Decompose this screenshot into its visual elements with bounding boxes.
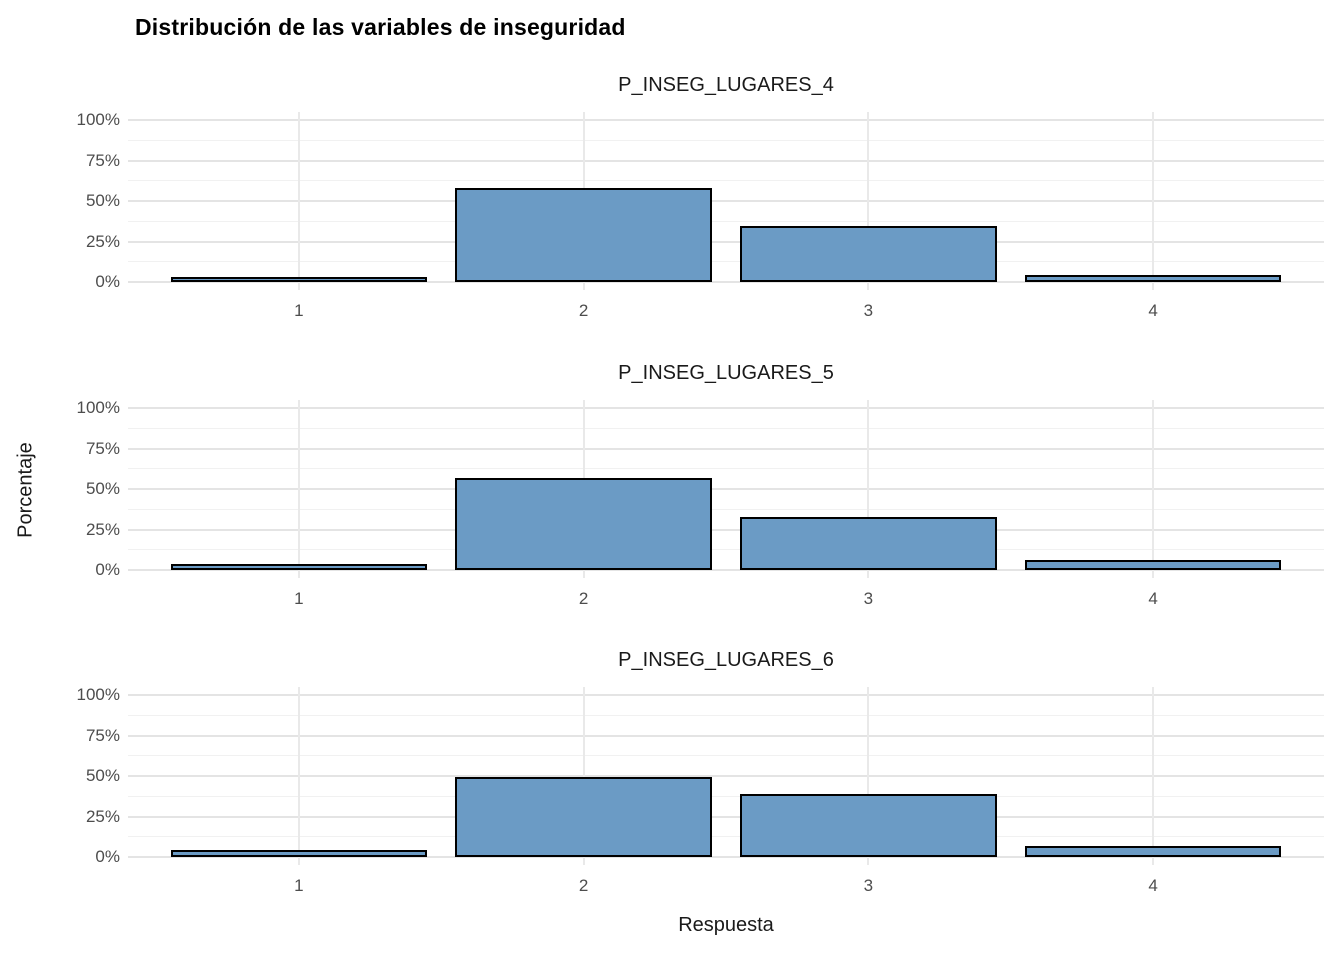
gridline-major [128,159,1324,162]
gridline-major [128,447,1324,450]
x-axis-title: Respuesta [678,914,774,936]
gridline-major [128,240,1324,243]
x-tick-label: 4 [1148,301,1158,320]
bar-category-3 [740,793,997,857]
y-tick-label: 75% [85,725,120,745]
y-tick-label: 50% [85,191,120,210]
gridline-major [128,569,1324,571]
gridline-vertical [297,400,300,578]
facet-p-inseg-lugares-6: P_INSEG_LUGARES_6 0% 25% 50% 75% 100% 1 2 3 4 [0,649,1344,911]
x-tick-label: 1 [294,589,304,608]
gridline-vertical [867,400,870,578]
facet-p-inseg-lugares-4: P_INSEG_LUGARES_4 0% 25% 50% 75% 100% 1 2 3 4 [0,74,1344,336]
y-tick-label: 0% [95,560,120,579]
gridline-major [128,694,1324,696]
gridline-major [128,815,1324,818]
gridline-major [128,407,1324,409]
x-tick-label: 1 [294,301,304,320]
gridline-vertical [582,687,585,865]
x-tick-label: 1 [294,876,304,895]
facet-title: P_INSEG_LUGARES_4 [618,74,834,96]
gridline-vertical [297,112,300,290]
x-tick-label: 3 [863,301,874,320]
y-tick-label: 50% [85,479,120,498]
gridline-minor [128,139,1324,141]
gridline-minor [128,180,1324,182]
gridline-vertical [867,687,870,865]
y-tick-label: 75% [85,150,120,170]
y-tick-label: 75% [85,438,120,458]
gridline-minor [128,714,1324,716]
bar-category-2 [455,188,712,282]
gridline-major [128,488,1324,490]
gridline-major [128,734,1324,737]
x-tick-label: 3 [863,876,874,895]
chart-title: Distribución de las variables de insegur… [135,14,626,40]
gridline-vertical [867,112,870,290]
bar-category-3 [740,226,997,282]
gridline-major [128,775,1324,777]
bar-category-1 [170,563,427,570]
gridline-vertical [1152,112,1155,290]
facet-title: P_INSEG_LUGARES_6 [618,649,834,671]
gridline-minor [128,508,1324,510]
x-tick-label: 4 [1148,876,1158,895]
x-tick-label: 2 [578,876,589,895]
y-tick-label: 0% [95,847,120,866]
y-tick-label: 25% [85,231,120,251]
gridline-minor [128,755,1324,757]
gridline-minor [128,427,1324,429]
bar-category-1 [170,277,427,282]
bar-category-2 [455,477,712,570]
bar-category-2 [455,776,712,857]
bar-category-4 [1025,560,1282,570]
gridline-major [128,856,1324,858]
x-tick-label: 4 [1148,589,1158,608]
facet-p-inseg-lugares-5: P_INSEG_LUGARES_5 0% 25% 50% 75% 100% 1 2 3 4 [0,362,1344,624]
gridline-major [128,119,1324,121]
gridline-major [128,528,1324,531]
bar-category-4 [1025,845,1282,857]
gridline-minor [128,468,1324,470]
gridline-minor [128,836,1324,838]
y-tick-label: 100% [76,110,120,129]
x-tick-label: 2 [578,589,589,608]
bar-category-3 [740,516,997,570]
y-tick-label: 25% [85,519,120,539]
x-tick-label: 3 [863,589,874,608]
bar-category-1 [170,849,427,857]
y-tick-label: 50% [85,766,120,785]
gridline-minor [128,795,1324,797]
gridline-vertical [297,687,300,865]
gridline-vertical [1152,400,1155,578]
gridline-vertical [1152,687,1155,865]
facet-panel [128,400,1324,578]
y-tick-label: 100% [76,398,120,417]
facet-panel [128,687,1324,865]
gridline-minor [128,220,1324,222]
gridline-minor [128,261,1324,263]
y-tick-label: 0% [95,272,120,291]
y-tick-label: 100% [76,685,120,704]
x-tick-label: 2 [578,301,589,320]
facet-panel [128,112,1324,290]
y-axis-title: Porcentaje [14,442,37,538]
bar-category-4 [1025,274,1282,282]
gridline-minor [128,549,1324,551]
y-tick-label: 25% [85,806,120,826]
gridline-major [128,200,1324,202]
gridline-major [128,281,1324,283]
facet-title: P_INSEG_LUGARES_5 [618,362,834,384]
